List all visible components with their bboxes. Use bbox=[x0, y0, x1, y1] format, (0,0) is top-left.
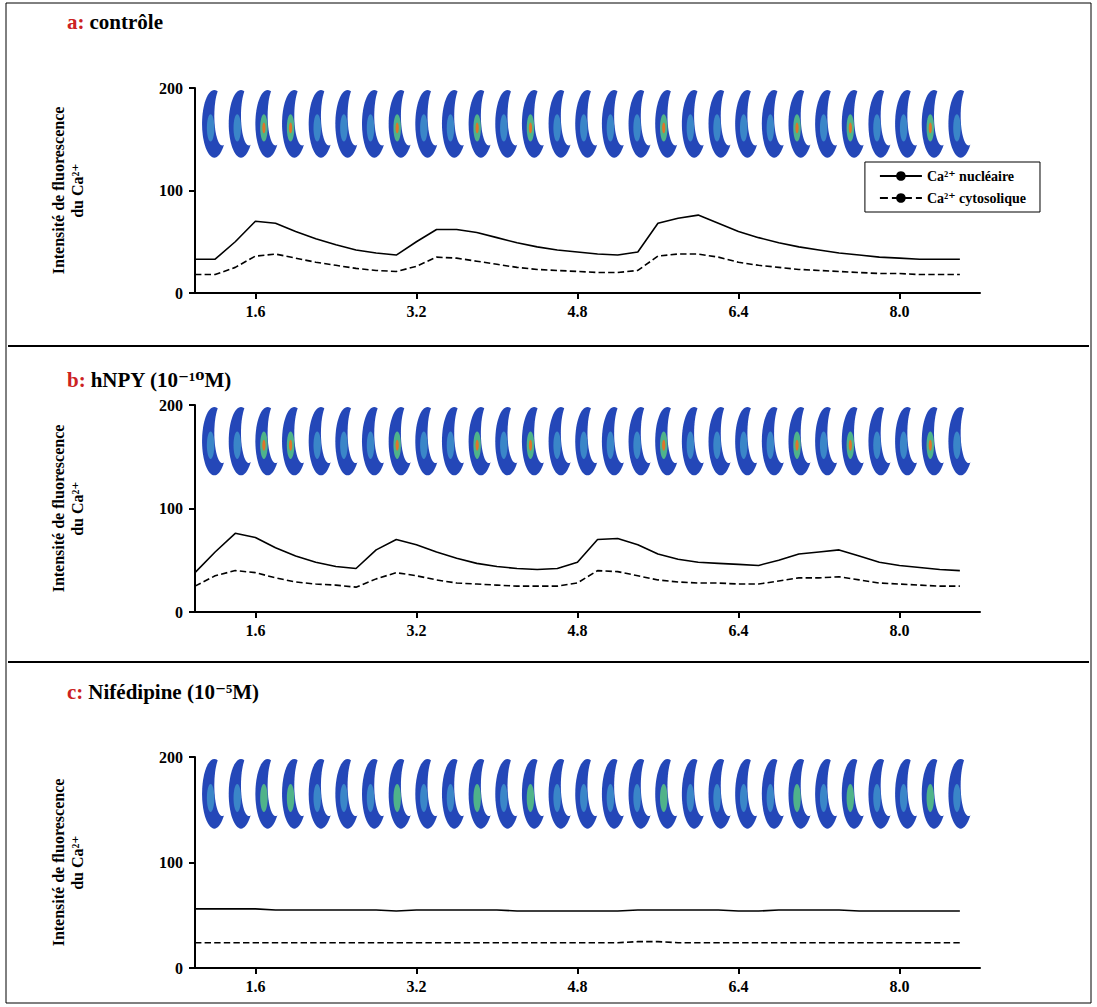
svg-text:hNPY (10⁻¹⁰M): hNPY (10⁻¹⁰M) bbox=[91, 368, 232, 392]
svg-text:8.0: 8.0 bbox=[889, 978, 909, 995]
svg-text:Ca²⁺ cytosolique: Ca²⁺ cytosolique bbox=[927, 191, 1026, 206]
svg-text:b:: b: bbox=[67, 368, 86, 392]
svg-text:6.4: 6.4 bbox=[728, 978, 748, 995]
svg-text:0: 0 bbox=[175, 960, 183, 977]
svg-text:du Ca²⁺: du Ca²⁺ bbox=[69, 481, 86, 536]
svg-text:200: 200 bbox=[159, 80, 183, 97]
svg-text:8.0: 8.0 bbox=[889, 303, 909, 320]
svg-text:Ca²⁺ nucléaire: Ca²⁺ nucléaire bbox=[927, 169, 1014, 184]
svg-text:Nifédipine (10⁻⁵M): Nifédipine (10⁻⁵M) bbox=[88, 680, 259, 704]
svg-text:8.0: 8.0 bbox=[889, 622, 909, 639]
svg-text:100: 100 bbox=[159, 854, 183, 871]
svg-text:Intensité de fluorescence: Intensité de fluorescence bbox=[50, 107, 67, 275]
svg-text:Intensité de fluorescence: Intensité de fluorescence bbox=[50, 779, 67, 947]
svg-text:200: 200 bbox=[159, 749, 183, 766]
svg-text:4.8: 4.8 bbox=[567, 303, 587, 320]
svg-text:6.4: 6.4 bbox=[728, 303, 748, 320]
svg-text:3.2: 3.2 bbox=[406, 978, 426, 995]
svg-text:6.4: 6.4 bbox=[728, 622, 748, 639]
svg-text:c:: c: bbox=[67, 680, 83, 704]
svg-text:Intensité de fluorescence: Intensité de fluorescence bbox=[50, 425, 67, 593]
svg-text:200: 200 bbox=[159, 397, 183, 414]
svg-text:1.6: 1.6 bbox=[245, 622, 265, 639]
svg-text:100: 100 bbox=[159, 182, 183, 199]
svg-text:1.6: 1.6 bbox=[245, 303, 265, 320]
svg-text:0: 0 bbox=[175, 604, 183, 621]
svg-text:3.2: 3.2 bbox=[406, 303, 426, 320]
svg-text:du Ca²⁺: du Ca²⁺ bbox=[69, 163, 86, 218]
svg-text:du Ca²⁺: du Ca²⁺ bbox=[69, 835, 86, 890]
svg-text:4.8: 4.8 bbox=[567, 622, 587, 639]
svg-text:100: 100 bbox=[159, 500, 183, 517]
svg-text:contrôle: contrôle bbox=[89, 10, 162, 34]
svg-text:a:: a: bbox=[67, 10, 85, 34]
svg-text:1.6: 1.6 bbox=[245, 978, 265, 995]
svg-text:0: 0 bbox=[175, 285, 183, 302]
svg-text:3.2: 3.2 bbox=[406, 622, 426, 639]
svg-text:4.8: 4.8 bbox=[567, 978, 587, 995]
